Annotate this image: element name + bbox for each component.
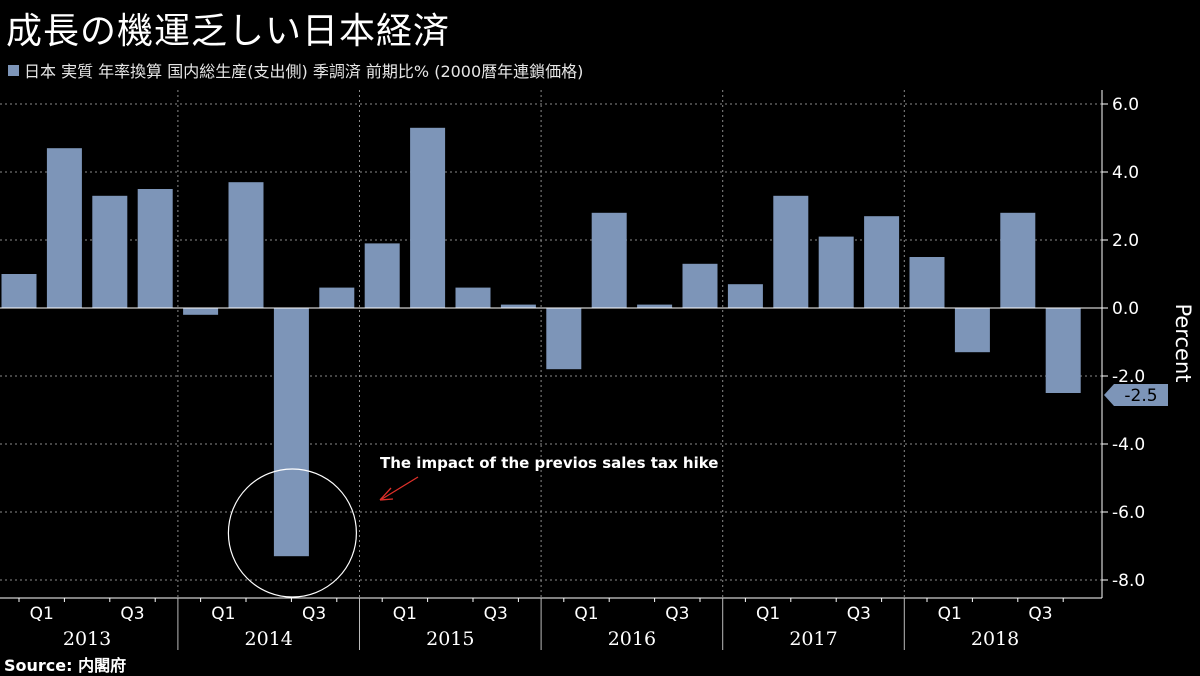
x-tick-label-q3: Q3 <box>847 604 871 624</box>
x-tick-label-q3: Q3 <box>484 604 508 624</box>
bar <box>319 287 355 308</box>
bar <box>137 189 173 308</box>
x-year-label: 2014 <box>245 628 293 650</box>
axes: 6.0 4.0 2.0 0.0 -2.0 -4.0 -6.0 -8.0 Q1 Q3 2013 Q1 Q3… <box>0 90 1195 650</box>
x-tick-label-q3: Q3 <box>1028 604 1052 624</box>
x-tick-label-q1: Q1 <box>756 604 780 624</box>
x-tick-label-q3: Q3 <box>120 604 144 624</box>
bar <box>591 212 627 308</box>
annotation-group: -2.5 The impact of the previos sales tax … <box>227 384 1168 598</box>
annotation-text: The impact of the previos sales tax hike <box>380 454 718 472</box>
bar <box>500 304 536 308</box>
x-tick-label-q1: Q1 <box>393 604 417 624</box>
bar <box>1000 212 1036 308</box>
bar <box>364 243 400 308</box>
bar <box>410 127 446 308</box>
y-tick-label: -8.0 <box>1112 571 1145 591</box>
bar <box>773 195 809 308</box>
x-tick-label-q1: Q1 <box>938 604 962 624</box>
x-year-label: 2015 <box>426 628 474 650</box>
x-year-label: 2018 <box>971 628 1019 650</box>
legend-label: 日本 実質 年率換算 国内総生産(支出側) 季調済 前期比% (2000暦年連鎖… <box>24 62 584 81</box>
x-tick-label-q3: Q3 <box>302 604 326 624</box>
bar <box>273 308 309 557</box>
y-tick-label: 6.0 <box>1112 95 1139 115</box>
y-tick-label: -6.0 <box>1112 503 1145 523</box>
bar <box>183 308 219 315</box>
legend-swatch <box>8 64 19 76</box>
x-tick-label-q1: Q1 <box>574 604 598 624</box>
x-year-label: 2016 <box>608 628 656 650</box>
bar <box>727 284 763 308</box>
bar <box>1045 308 1081 393</box>
annotation-arrow-head <box>379 487 394 501</box>
y-tick-label: 2.0 <box>1112 231 1139 251</box>
bar <box>455 287 491 308</box>
x-year-label: 2017 <box>789 628 837 650</box>
bar <box>637 304 673 308</box>
last-value-callout <box>1104 384 1168 406</box>
bar <box>546 308 582 370</box>
x-tick-label-q1: Q1 <box>30 604 54 624</box>
bar <box>1 274 37 308</box>
legend: 日本 実質 年率換算 国内総生産(支出側) 季調済 前期比% (2000暦年連鎖… <box>8 58 583 82</box>
y-tick-label: 0.0 <box>1112 299 1139 319</box>
bar <box>954 308 990 353</box>
y-axis-label: Percent <box>1171 303 1195 382</box>
y-tick-label: 4.0 <box>1112 163 1139 183</box>
annotation-arrow-line <box>381 476 419 500</box>
chart-title: 成長の機運乏しい日本経済 <box>6 11 451 52</box>
bar <box>864 216 900 308</box>
bar <box>228 182 264 308</box>
bar <box>92 195 128 308</box>
annotation-circle <box>227 468 357 598</box>
x-tick-label-q3: Q3 <box>665 604 689 624</box>
last-value-label: -2.5 <box>1124 386 1157 406</box>
bar <box>818 236 854 308</box>
y-tick-label: -4.0 <box>1112 435 1145 455</box>
x-year-label: 2013 <box>63 628 111 650</box>
source-note: Source: 内閣府 <box>4 656 127 675</box>
bar <box>46 148 82 308</box>
bar <box>909 257 945 308</box>
bars <box>1 127 1081 557</box>
y-tick-label: -2.0 <box>1112 367 1145 387</box>
x-tick-label-q1: Q1 <box>211 604 235 624</box>
bar <box>682 263 718 308</box>
